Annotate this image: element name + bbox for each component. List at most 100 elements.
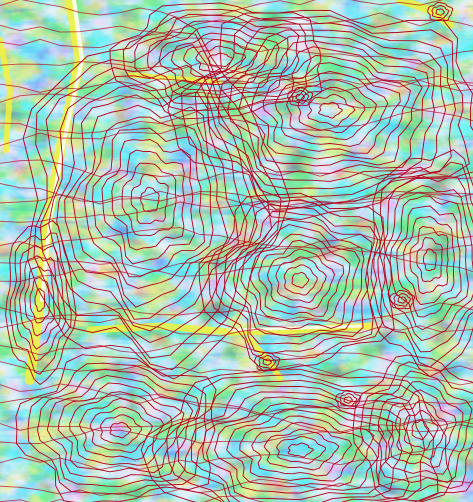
contour-line [109,421,132,439]
contour-peak [254,351,281,372]
contour-line [215,204,379,354]
contour-line [0,475,473,498]
contour-line [39,44,272,359]
contour-line [22,16,291,380]
contour-line [233,219,365,338]
contour-peak [287,86,314,107]
contour-line [72,104,229,308]
contour-peak [262,358,272,366]
contour-line [275,256,327,304]
contour-line [29,277,50,324]
contour-peak [435,8,445,16]
contour-line [0,191,473,223]
contour-line [0,302,473,329]
contour-line [207,199,386,362]
contour-line [0,159,473,182]
contour-peak [393,293,412,307]
contour-line [0,307,473,337]
contour-line [0,183,473,207]
contour-line [0,77,473,93]
contour-line [359,361,473,492]
contour-line [158,26,280,92]
contour-line [151,374,439,502]
contour-line [214,402,385,494]
contour-line [111,149,185,251]
contour-line [377,381,464,475]
contour-line [267,248,335,310]
contour-peak [335,389,362,410]
contour-line [194,22,457,199]
contour-line [37,368,201,488]
contour-line [0,419,473,444]
contour-line [15,354,217,502]
contour-line [146,20,289,98]
ridge-band [0,37,13,153]
contour-line [121,162,177,237]
contour-line [276,436,326,464]
contour-line [0,227,473,273]
contour-line [69,391,173,466]
contour-line [183,39,258,79]
contour-peak [343,396,353,404]
contour-line [109,2,323,120]
contour-line [0,61,473,84]
contour-line [170,32,269,86]
contour-line [207,52,234,67]
contour-peak [389,289,416,310]
contour-line [78,397,165,461]
contour-line [307,93,356,127]
contour-line [122,8,312,112]
contour-line [130,173,169,225]
contour-line [140,186,160,213]
contour-line [9,232,72,375]
contour-line [409,225,449,295]
contour-line [0,78,473,103]
contour-peak [295,93,305,101]
contour-line [396,205,462,318]
contour-line [394,399,449,460]
contour-line [5,220,77,385]
contour-line [0,24,473,65]
contour-line [416,237,443,282]
contour-line [14,244,66,362]
contour-line [0,393,473,425]
contour-line [0,109,473,147]
contour-line [423,248,437,272]
contour-line [240,224,361,330]
ridge-band [40,0,84,302]
contour-line [262,62,401,154]
contour-line [46,375,194,480]
contour-line [89,406,153,454]
contour-line [100,414,142,446]
contour-line [287,442,314,458]
contour-line [0,0,443,19]
contour-line [263,428,340,471]
contour-line [383,185,473,341]
contour-line [134,13,300,105]
contour-line [297,86,366,133]
contour-line [24,266,55,337]
contour-line [283,264,318,296]
contour-line [0,12,473,49]
ridge-band [247,337,283,381]
contour-line [64,91,239,320]
contour-line [140,368,453,502]
contour-line [250,55,411,160]
contour-line [226,408,375,488]
contour-line [286,79,377,141]
contour-line [239,415,363,482]
contour-line [385,389,457,468]
contour-line [0,400,473,444]
contour-line [251,421,353,477]
contour-line [92,127,205,278]
contour-line [34,288,46,312]
contour-line [0,446,473,471]
contour-line [365,149,473,377]
contour-peak [291,90,310,104]
contour-line [27,362,207,495]
contour-line [48,64,258,343]
contour-peak [427,1,454,22]
